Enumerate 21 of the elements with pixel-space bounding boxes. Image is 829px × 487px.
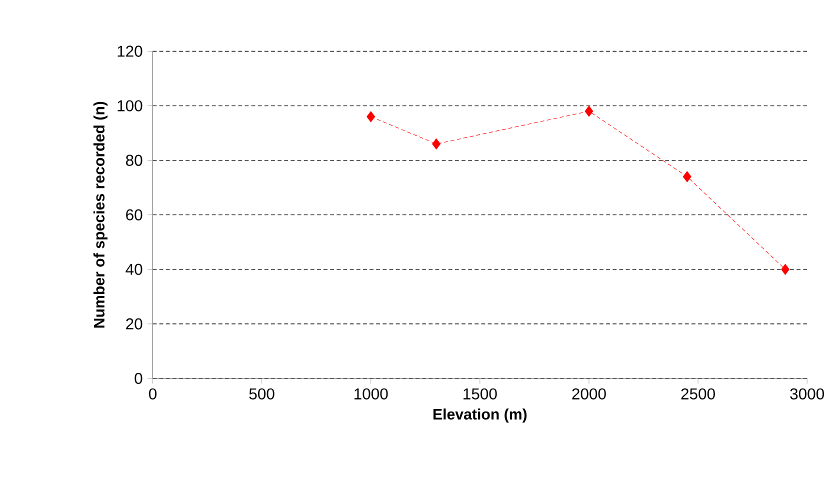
y-axis-title: Number of species recorded (n) bbox=[93, 102, 108, 328]
x-tick-label: 2000 bbox=[572, 388, 606, 400]
x-tick-label: 500 bbox=[249, 388, 274, 400]
y-tick-label: 120 bbox=[118, 46, 142, 57]
point bbox=[584, 106, 594, 117]
y-tick-label: 60 bbox=[126, 209, 142, 220]
y-tick-label: 100 bbox=[118, 100, 142, 112]
point bbox=[781, 264, 790, 275]
x-tick-label: 1000 bbox=[354, 388, 388, 400]
y-tick-label: 20 bbox=[126, 318, 142, 330]
x-tick-label: 3000 bbox=[790, 388, 824, 400]
x-tick-label: 1500 bbox=[464, 388, 497, 400]
x-tick-label: 0 bbox=[148, 388, 157, 400]
point bbox=[432, 138, 441, 150]
x-tick-label: 2500 bbox=[681, 388, 715, 400]
x-axis-title: Elevation (m) bbox=[433, 408, 527, 423]
y-tick-label: 40 bbox=[126, 264, 142, 276]
point bbox=[366, 111, 376, 122]
y-tick-label: 80 bbox=[126, 154, 142, 166]
point bbox=[682, 171, 692, 182]
y-tick-label: 0 bbox=[134, 372, 142, 384]
